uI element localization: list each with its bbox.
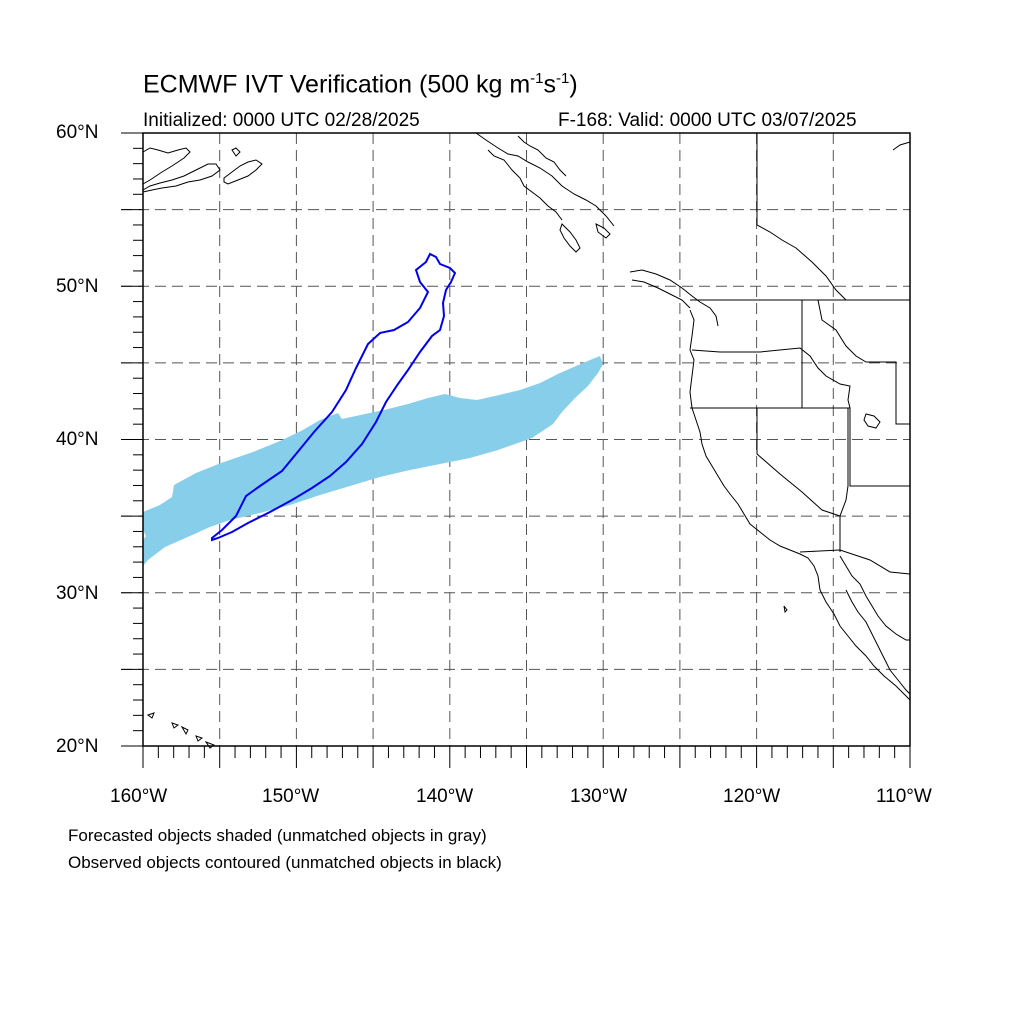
lat-label-20n: 20°N: [56, 736, 99, 757]
lon-label-110w: 110°W: [876, 786, 932, 807]
lat-label-30n: 30°N: [56, 583, 99, 604]
forecast-ivt-object: [143, 356, 603, 566]
observed-ivt-contour: [211, 252, 457, 542]
lat-label-50n: 50°N: [56, 276, 99, 297]
lon-label-130w: 130°W: [570, 786, 628, 807]
legend-note-observed: Observed objects contoured (unmatched ob…: [68, 853, 502, 872]
plot-title: ECMWF IVT Verification (500 kg m-1s-1): [143, 70, 578, 99]
coastlines: [142, 132, 911, 749]
lon-label-120w: 120°W: [723, 786, 781, 807]
legend-note-forecast: Forecasted objects shaded (unmatched obj…: [68, 826, 487, 845]
lon-label-160w: 160°W: [110, 786, 168, 807]
political-borders: [690, 133, 911, 575]
lon-label-150w: 150°W: [262, 786, 320, 807]
lat-label-60n: 60°N: [56, 122, 99, 143]
lon-label-140w: 140°W: [416, 786, 474, 807]
lat-label-40n: 40°N: [56, 429, 99, 450]
axis-ticks: [121, 132, 911, 768]
initialized-time: Initialized: 0000 UTC 02/28/2025: [143, 110, 420, 131]
valid-time: F-168: Valid: 0000 UTC 03/07/2025: [558, 110, 857, 131]
